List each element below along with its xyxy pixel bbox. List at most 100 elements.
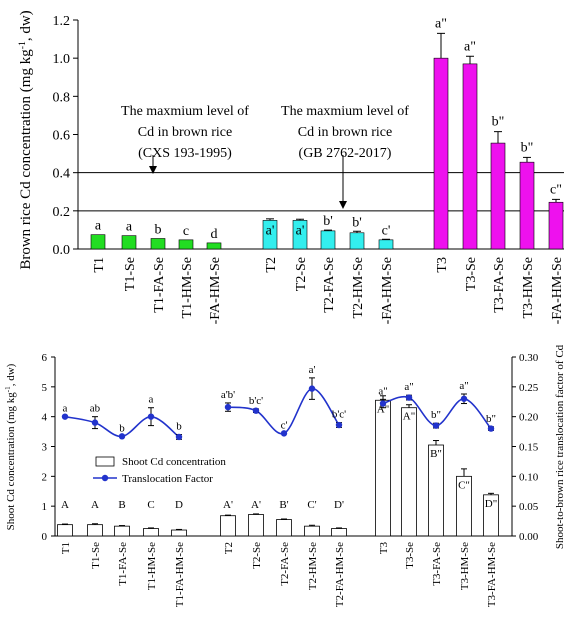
shoot-significance-letter: A" — [377, 403, 389, 415]
significance-letter: a' — [266, 223, 275, 238]
tf-point — [252, 407, 260, 414]
tf-significance-letter: a" — [378, 385, 387, 397]
x-tick-label: -FA-HM-Se — [550, 257, 565, 324]
y-tick-label: 0.2 — [53, 205, 71, 220]
significance-letter: b' — [323, 214, 333, 229]
tf-point — [379, 400, 387, 407]
x-tick-label: T1-HM-Se — [180, 257, 195, 318]
bar — [331, 528, 347, 537]
annotation-text: (GB 2762-2017) — [299, 146, 392, 161]
bar — [171, 529, 187, 537]
annotation-arrowhead — [339, 201, 347, 209]
y-tick-label-right: 0.05 — [519, 501, 539, 513]
tf-significance-letter: a — [149, 394, 154, 406]
legend-point-swatch — [101, 474, 109, 482]
bar — [114, 525, 130, 537]
y-tick-label: 0.4 — [53, 167, 71, 182]
annotation-text: Cd in brown rice — [138, 125, 232, 140]
x-tick-label: T2-HM-Se — [351, 257, 366, 318]
significance-letter: a" — [435, 16, 447, 31]
x-tick-label: T3 — [378, 542, 390, 555]
tf-significance-letter: a" — [404, 381, 413, 393]
y-axis-title: Brown rice Cd concentration (mg kg-1, dw… — [17, 10, 35, 269]
bar — [121, 235, 137, 250]
bar — [375, 399, 391, 537]
x-tick-label: T1-HM-Se — [146, 542, 158, 590]
x-tick-label: T1-Se — [123, 257, 138, 291]
bar — [276, 519, 292, 537]
shoot-significance-letter: D — [175, 499, 183, 511]
significance-letter: b" — [521, 140, 534, 155]
x-tick-label: T2-FA-Se — [279, 542, 291, 586]
tf-significance-letter: c' — [281, 419, 288, 431]
y-tick-label-left: 3 — [42, 442, 48, 454]
x-tick-label: T3-Se — [404, 542, 416, 569]
significance-letter: c" — [550, 182, 562, 197]
x-tick-label: T3 — [435, 257, 450, 273]
significance-letter: b — [155, 223, 162, 238]
bar — [143, 528, 159, 537]
tf-point — [405, 394, 413, 401]
bar — [378, 239, 394, 250]
y-tick-label: 0.0 — [53, 243, 71, 258]
x-tick-label: T3-HM-Se — [521, 257, 536, 318]
significance-letter: a — [95, 219, 102, 234]
annotation-text: (CXS 193-1995) — [138, 146, 232, 161]
y-axis-title-right: Shoot-to-brown rice translocation factor… — [554, 344, 566, 549]
annotation-text: Cd in brown rice — [298, 125, 392, 140]
x-tick-label: T3-HM-Se — [459, 542, 471, 590]
x-tick-label: T2-Se — [251, 542, 263, 569]
tf-significance-letter: b — [119, 422, 125, 434]
tf-point — [308, 385, 316, 392]
shoot-significance-letter: C' — [307, 499, 316, 511]
y-tick-label: 0.6 — [53, 129, 71, 144]
shoot-significance-letter: B" — [430, 448, 442, 460]
tf-point — [487, 425, 495, 432]
shoot-significance-letter: B' — [279, 499, 288, 511]
bar — [248, 514, 264, 537]
x-tick-label: T1 — [60, 542, 72, 554]
shoot-significance-letter: A — [91, 499, 99, 511]
x-tick-label: T1-FA-HM-Se — [174, 542, 186, 607]
y-tick-label: 1.0 — [53, 52, 71, 67]
shoot-significance-letter: A' — [251, 499, 261, 511]
y-axis-title-left: Shoot Cd concentration (mg kg-1, dw) — [4, 363, 17, 530]
y-tick-label-left: 4 — [42, 412, 48, 424]
bar — [519, 161, 535, 250]
x-tick-label: T3-FA-Se — [492, 257, 507, 313]
bar — [57, 524, 73, 537]
y-tick-label-right: 0.25 — [519, 382, 539, 394]
annotation-text: The maxmium level of — [281, 104, 409, 119]
y-tick-label-right: 0.10 — [519, 471, 539, 483]
y-tick-label-right: 0.15 — [519, 442, 539, 454]
x-tick-label: T1 — [92, 257, 107, 273]
shoot-significance-letter: B — [118, 499, 125, 511]
tf-point — [91, 419, 99, 426]
tf-point — [61, 413, 69, 420]
bar — [178, 239, 194, 250]
tf-significance-letter: ab — [90, 403, 101, 415]
tf-significance-letter: b" — [486, 413, 496, 425]
legend-label: Shoot Cd concentration — [122, 456, 226, 468]
tf-point — [224, 403, 232, 411]
x-tick-label: T3-Se — [464, 257, 479, 291]
legend-label: Translocation Factor — [122, 473, 213, 485]
shoot-significance-letter: A — [61, 499, 69, 511]
x-tick-label: T2-Se — [294, 257, 309, 291]
y-tick-label-left: 0 — [42, 531, 48, 543]
bar — [220, 515, 236, 537]
x-tick-label: -FA-HM-Se — [208, 257, 223, 324]
tf-significance-letter: b" — [431, 409, 441, 421]
x-tick-label: T2 — [264, 257, 279, 273]
bar — [401, 407, 417, 537]
shoot-significance-letter: D" — [485, 498, 497, 510]
tf-significance-letter: a'b' — [221, 389, 235, 401]
bar — [548, 201, 564, 250]
bar — [349, 232, 365, 250]
significance-letter: c' — [382, 223, 391, 238]
x-tick-label: T1-FA-Se — [152, 257, 167, 313]
y-tick-label-left: 6 — [42, 352, 48, 364]
bar — [433, 57, 449, 250]
bar — [462, 63, 478, 250]
